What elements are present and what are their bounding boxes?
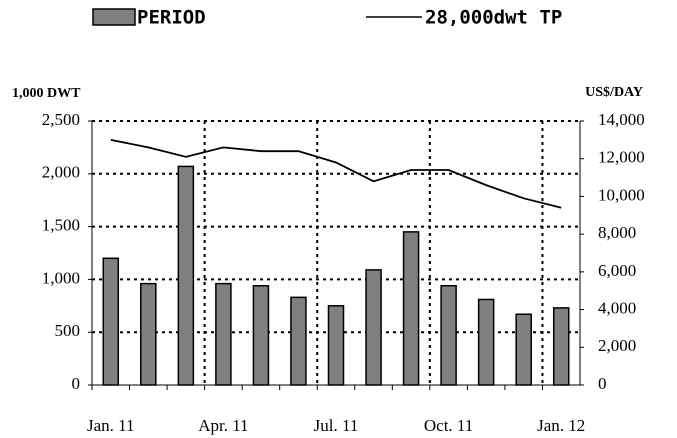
y-tick-label: 1,000 (42, 268, 80, 287)
y-tick-label: 2,500 (42, 110, 80, 129)
bar (215, 282, 232, 386)
bar (477, 298, 495, 386)
y2-tick-label: 10,000 (598, 185, 645, 204)
bar (440, 284, 457, 386)
x-tick-label: Jan. 11 (87, 416, 135, 435)
bar (177, 165, 195, 386)
y2-tick-label: 4,000 (598, 298, 636, 317)
y-tick-label: 1,500 (42, 216, 80, 235)
y2-tick-label: 12,000 (598, 148, 645, 167)
bar (327, 305, 345, 386)
y2-tick-label: 8,000 (598, 223, 636, 242)
line (110, 138, 562, 209)
x-tick-label: Oct. 11 (424, 416, 473, 435)
legend-label: PERIOD (137, 7, 206, 29)
bar (252, 284, 270, 386)
bar (515, 313, 532, 386)
x-tick-label: Jul. 11 (314, 416, 359, 435)
y2-tick-label: 14,000 (598, 110, 645, 129)
y2-tick-label: 6,000 (598, 261, 636, 280)
x-tick-label: Jan. 12 (537, 416, 585, 435)
x-tick-label: Apr. 11 (198, 416, 248, 435)
bar (552, 307, 570, 386)
y-tick-label: 2,000 (42, 163, 80, 182)
bar (365, 269, 382, 386)
bar (402, 231, 420, 386)
y2-tick-label: 2,000 (598, 336, 636, 355)
y-axis-title: 1,000 DWT (12, 86, 81, 101)
bar (140, 282, 157, 386)
y-tick-label: 0 (72, 374, 81, 393)
legend-swatch (92, 8, 136, 26)
legend-label: 28,000dwt TP (425, 7, 562, 29)
bar (290, 296, 307, 386)
y-tick-label: 500 (55, 321, 81, 340)
y2-tick-label: 0 (598, 374, 607, 393)
bar (102, 257, 120, 386)
y2-axis-title: US$/DAY (585, 85, 643, 100)
